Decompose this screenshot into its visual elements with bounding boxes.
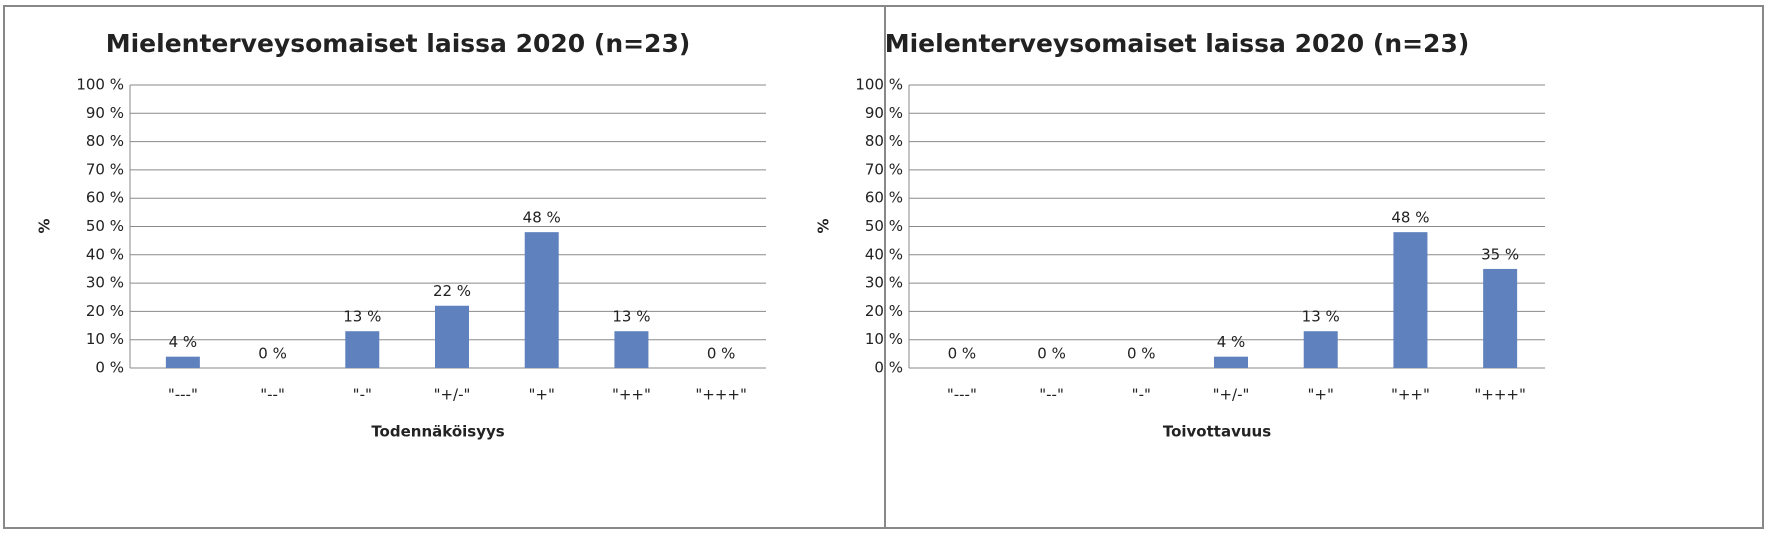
x-tick-label: "--" [260,386,285,404]
y-tick-label: 0 % [874,359,903,377]
y-tick-label: 90 % [86,104,124,122]
y-tick-label: 20 % [865,302,903,320]
data-label: 48 % [1391,209,1429,227]
bar [1393,232,1428,368]
y-tick-label: 70 % [86,160,124,178]
panel-border [3,5,886,529]
data-label: 48 % [523,209,561,227]
data-label: 0 % [1037,345,1066,363]
y-tick-label: 70 % [865,160,903,178]
bar [1214,356,1248,368]
x-tick-label: "+++" [695,386,747,404]
y-tick-label: 10 % [865,330,903,348]
data-label: 0 % [258,345,287,363]
x-tick-label: "++" [1391,386,1430,404]
bar [1303,331,1338,368]
x-tick-label: "--" [1039,386,1064,404]
y-tick-label: 0 % [95,359,124,377]
x-tick-label: "+" [529,386,555,404]
data-label: 4 % [169,333,198,351]
x-axis-title: Todennäköisyys [371,423,504,441]
y-tick-label: 90 % [865,104,903,122]
bar [524,232,559,368]
chart-title: Mielenterveysomaiset laissa 2020 (n=23) [106,29,691,58]
y-tick-label: 60 % [86,189,124,207]
data-label: 22 % [433,282,471,300]
y-tick-label: 100 % [76,76,124,94]
bar [165,356,200,368]
data-label: 0 % [1127,345,1156,363]
y-tick-label: 80 % [865,132,903,150]
x-tick-label: "-" [1132,386,1151,404]
y-tick-label: 60 % [865,189,903,207]
bar [345,331,380,368]
x-tick-label: "+++" [1474,386,1526,404]
y-tick-label: 40 % [86,245,124,263]
x-tick-label: "---" [947,386,977,404]
y-tick-label: 50 % [865,217,903,235]
bar [435,305,469,368]
y-tick-label: 40 % [865,245,903,263]
y-tick-label: 80 % [86,132,124,150]
x-tick-label: "---" [168,386,198,404]
bar [1483,268,1518,368]
data-label: 13 % [1302,308,1340,326]
data-label: 0 % [707,345,736,363]
x-tick-label: "++" [612,386,651,404]
y-tick-label: 50 % [86,217,124,235]
bar [614,331,649,368]
y-tick-label: 30 % [86,274,124,292]
data-label: 13 % [612,308,650,326]
x-axis-title: Toivottavuus [1163,423,1271,441]
y-axis-title: % [36,218,54,233]
x-tick-label: "+/-" [1213,386,1250,404]
chart-title: Mielenterveysomaiset laissa 2020 (n=23) [885,29,1470,58]
y-tick-label: 100 % [855,76,903,94]
y-tick-label: 20 % [86,302,124,320]
data-label: 35 % [1481,245,1519,263]
data-label: 4 % [1217,333,1246,351]
x-tick-label: "+" [1308,386,1334,404]
x-tick-label: "+/-" [434,386,471,404]
data-label: 0 % [948,345,977,363]
y-axis-title: % [815,218,833,233]
x-tick-label: "-" [353,386,372,404]
y-tick-label: 10 % [86,330,124,348]
data-label: 13 % [343,308,381,326]
y-tick-label: 30 % [865,274,903,292]
panel-border [884,5,1764,529]
